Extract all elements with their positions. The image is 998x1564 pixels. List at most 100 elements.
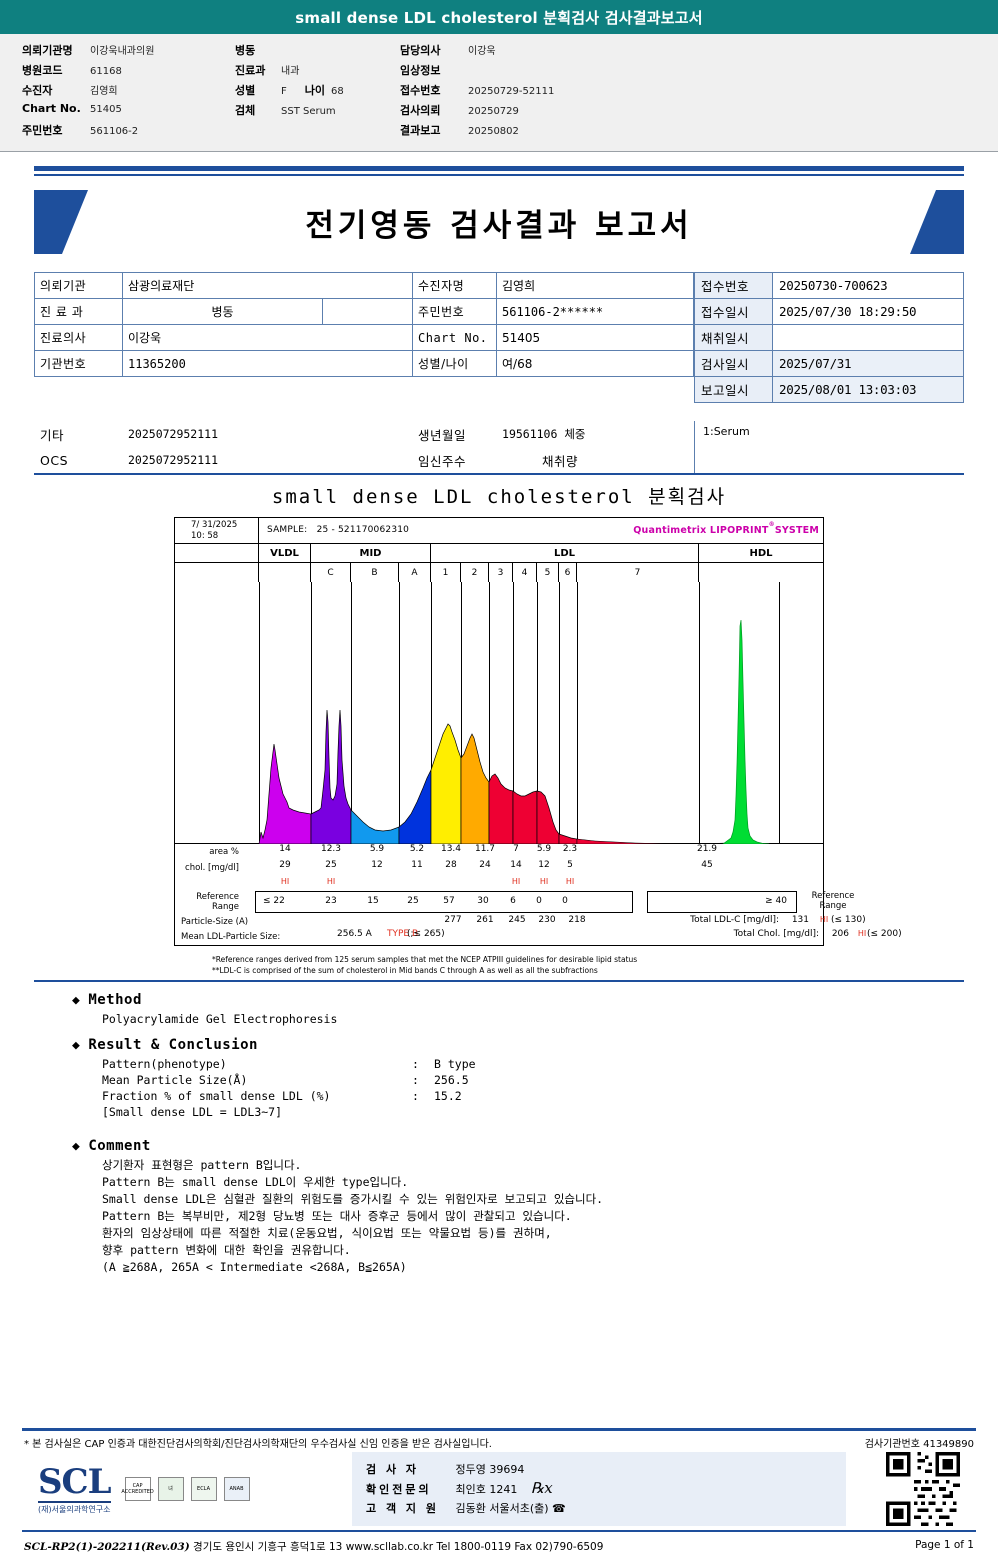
value-collection-datetime <box>772 324 964 351</box>
lab-number-value: 41349890 <box>923 1439 974 1450</box>
area-ldl4: 5.9 <box>536 844 552 854</box>
particle-size-ldl1: 277 <box>444 915 462 925</box>
value-etc: 2025072952111 <box>128 427 219 441</box>
page-title: 전기영동 검사결과 보고서 <box>305 207 693 244</box>
field-value: 이강욱 <box>468 46 496 57</box>
flag-mid-c: HI <box>326 876 336 886</box>
lipoprint-datetime: 7/ 31/2025 10: 58 <box>175 518 259 543</box>
label-total-ldl-c: Total LDL-C [mg/dl]: <box>690 915 779 925</box>
field-label: 병동 <box>235 44 256 57</box>
area-ldl3: 7 <box>513 844 519 854</box>
report-body: 전기영동 검사결과 보고서 의뢰기관 삼광의료재단 수진자명 김영희 진 료 과 <box>34 152 964 1276</box>
value-total-ldl-c: 131 <box>791 915 809 925</box>
field-accession-no: 접수번호 20250729-52111 <box>400 82 730 97</box>
ref-ldl5: 0 <box>562 896 568 906</box>
sample-id: 25 - 521170062310 <box>316 525 410 535</box>
flag-ldl4: HI <box>539 876 549 886</box>
value-chart-no: 51405 <box>496 324 694 351</box>
registered-trademark-icon: ® <box>768 521 775 528</box>
flag-total-chol: HI <box>857 929 867 938</box>
label-resident-no: 주민번호 <box>412 298 497 325</box>
label-reference-range-left: Reference Range <box>196 892 239 912</box>
qr-code-block <box>846 1452 976 1526</box>
area-mid-c: 12.3 <box>320 844 342 854</box>
value-department: 병동 <box>122 298 323 325</box>
method-heading: ◆ Method <box>72 992 964 1008</box>
sample-label: SAMPLE: <box>267 525 308 535</box>
band-area-mid-b <box>350 809 400 844</box>
lipoprint-header: 7/ 31/2025 10: 58 SAMPLE: 25 - 521170062… <box>175 518 823 544</box>
field-value-age: 68 <box>331 86 344 97</box>
specimen-note: 1:Serum <box>694 421 964 473</box>
result-row-pattern: Pattern(phenotype) : B type <box>102 1056 964 1072</box>
field-value: 61168 <box>90 66 122 77</box>
field-clinical-info: 임상정보 <box>400 62 730 77</box>
lipoprint-time: 10: 58 <box>191 531 219 541</box>
label-doctor: 진료의사 <box>34 324 123 351</box>
field-specimen: 검체 SST Serum <box>235 102 395 117</box>
field-result-report-date: 결과보고 20250802 <box>400 122 730 137</box>
value-resident-no: 561106-2****** <box>496 298 694 325</box>
reference-range-box-hdl <box>647 891 797 913</box>
logo-tail: SYSTEM <box>774 525 819 537</box>
field-value: 561106-2 <box>90 126 139 137</box>
area-ldl2: 11.7 <box>474 844 496 854</box>
field-label: 검체 <box>235 104 256 117</box>
value-mean-particle-size: 256.5 A <box>337 929 372 939</box>
field-label: 성별 <box>235 84 256 97</box>
field-patient-name: 수진자 김영희 <box>22 82 232 97</box>
value-received-datetime: 2025/07/30 18:29:50 <box>772 298 964 325</box>
patient-header-column-3: 담당의사 이강욱 임상정보 접수번호 20250729-52111 검사의뢰 2… <box>400 42 730 142</box>
field-value: SST Serum <box>281 106 336 117</box>
label-cholesterol: chol. [mg/dl] <box>185 862 239 873</box>
info-row-etc: 기타 2025072952111 생년월일 19561106 체중 <box>34 421 694 447</box>
ref-ldl2: 30 <box>477 896 489 906</box>
value-institution-no: 11365200 <box>122 350 413 377</box>
chart-footnotes: *Reference ranges derived from 125 serum… <box>204 952 964 980</box>
band-area-mid-a <box>398 769 432 844</box>
lab-number-label: 검사기관번호 <box>864 1439 920 1450</box>
particle-size-ldl2: 261 <box>476 915 494 925</box>
result-value-fraction: 15.2 <box>434 1089 462 1103</box>
band-separators <box>259 582 780 844</box>
field-department: 진료과 내과 <box>235 62 395 77</box>
subband-A: A <box>399 563 431 582</box>
staff-label-verifier: 확인전문의 <box>366 1483 432 1496</box>
label-collection-datetime: 채취일시 <box>694 324 773 351</box>
label-particle-size: Particle-Size (A) <box>181 917 249 927</box>
lipoprint-date: 7/ 31/2025 <box>191 520 238 530</box>
band-subband-header: C B A 1 2 3 4 5 6 7 <box>175 563 823 582</box>
flag-vldl: HI <box>280 876 290 886</box>
area-mid-a: 5.2 <box>409 844 425 854</box>
staff-row-tester: 검 사 자 정두영 39694 <box>366 1460 846 1479</box>
comment-line: 상기환자 표현형은 pattern B입니다. <box>102 1158 302 1172</box>
field-test-request-date: 검사의뢰 20250729 <box>400 102 730 117</box>
comment-line: Pattern B는 small dense LDL이 우세한 type입니다. <box>102 1175 409 1189</box>
field-value: 20250802 <box>468 126 519 137</box>
footer-accreditation-note: * 본 검사실은 CAP 인증과 대한진단검사의학회/진단검사의학재단의 우수검… <box>0 1431 998 1452</box>
label-area-percent: area % <box>209 847 239 857</box>
particle-size-ldl3: 245 <box>508 915 526 925</box>
value-pattern-type: TYPE B <box>387 929 419 939</box>
chol-vldl: 29 <box>279 860 291 870</box>
lab-number-group: 검사기관번호 41349890 <box>865 1435 974 1450</box>
chart-title: small dense LDL cholesterol 분획검사 <box>271 486 727 508</box>
scl-logo-block: SCL (재)서울의과학연구소 CAP ACCREDITED 녀 ECLA AN… <box>22 1452 352 1526</box>
label-sex-age: 성별/나이 <box>412 350 497 377</box>
colon: : <box>412 1089 419 1103</box>
field-label: 임상정보 <box>400 64 441 77</box>
footer-bottom-rule <box>22 1530 976 1532</box>
band-area-ldl7 <box>576 838 676 844</box>
diamond-bullet-icon: ◆ <box>72 1138 81 1154</box>
footer-middle: SCL (재)서울의과학연구소 CAP ACCREDITED 녀 ECLA AN… <box>22 1452 976 1526</box>
value-sex-age: 여/68 <box>496 350 694 377</box>
field-hospital-code: 병원코드 61168 <box>22 62 232 77</box>
value-birthdate: 19561106 체중 <box>502 427 586 441</box>
label-received-datetime: 접수일시 <box>694 298 773 325</box>
chol-ldl1: 28 <box>445 860 457 870</box>
chol-hdl: 45 <box>701 860 713 870</box>
method-heading-text: Method <box>88 992 142 1008</box>
top-banner: small dense LDL cholesterol 분획검사 검사결과보고서 <box>0 0 998 34</box>
info-table-bottom: 기타 2025072952111 생년월일 19561106 체중 OCS 20… <box>34 421 964 473</box>
band-area-ldl5 <box>536 790 560 844</box>
